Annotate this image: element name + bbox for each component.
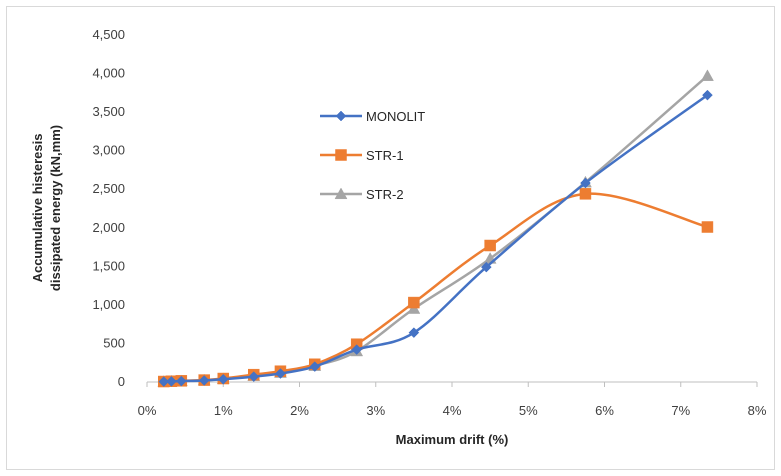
series-line bbox=[163, 192, 708, 383]
x-tick-label: 6% bbox=[595, 403, 614, 418]
y-tick-label: 1,500 bbox=[92, 258, 125, 273]
legend-item: MONOLIT bbox=[320, 109, 425, 124]
x-axis-title: Maximum drift (%) bbox=[396, 432, 509, 447]
legend-marker bbox=[335, 149, 347, 161]
legend-item: STR-2 bbox=[320, 187, 404, 202]
data-point bbox=[484, 239, 496, 252]
chart-frame bbox=[6, 6, 775, 470]
data-point bbox=[217, 373, 229, 385]
legend-marker bbox=[334, 187, 348, 200]
x-tick-label: 4% bbox=[443, 403, 462, 418]
data-point bbox=[408, 296, 420, 309]
x-tick-label: 7% bbox=[671, 403, 690, 418]
series-layer bbox=[157, 69, 714, 388]
data-point bbox=[701, 69, 714, 81]
series-monolit bbox=[158, 89, 713, 387]
y-tick-label: 2,000 bbox=[92, 220, 125, 235]
x-tick-label: 2% bbox=[290, 403, 309, 418]
data-point bbox=[579, 188, 592, 200]
legend-label: MONOLIT bbox=[366, 109, 425, 124]
data-point bbox=[166, 376, 177, 387]
data-point bbox=[701, 221, 714, 233]
data-point bbox=[248, 371, 260, 382]
legend: MONOLIT STR-1 STR-2 bbox=[320, 109, 425, 202]
series-line bbox=[163, 94, 709, 383]
data-point bbox=[408, 327, 420, 339]
data-point bbox=[309, 361, 321, 372]
legend-item: STR-1 bbox=[320, 148, 404, 163]
y-tick-label: 0 bbox=[118, 374, 125, 389]
y-tick-label: 2,500 bbox=[92, 181, 125, 196]
y-tick-label: 1,000 bbox=[92, 297, 125, 312]
x-tick-label: 5% bbox=[519, 403, 538, 418]
series-line bbox=[163, 74, 709, 383]
x-tick-label: 0% bbox=[138, 403, 157, 418]
y-tick-label: 3,500 bbox=[92, 104, 125, 119]
data-point bbox=[158, 376, 170, 387]
y-tick-label: 4,500 bbox=[92, 27, 125, 42]
legend-label: STR-2 bbox=[366, 187, 404, 202]
y-tick-label: 500 bbox=[103, 335, 125, 350]
legend-marker bbox=[335, 110, 347, 122]
series-str-2 bbox=[157, 69, 714, 387]
legend-label: STR-1 bbox=[366, 148, 404, 163]
x-tick-label: 1% bbox=[214, 403, 233, 418]
y-tick-label: 4,000 bbox=[92, 66, 125, 81]
series-str-1 bbox=[158, 188, 714, 388]
data-point bbox=[351, 344, 363, 355]
data-point bbox=[198, 375, 210, 386]
data-point bbox=[480, 261, 492, 273]
y-axis-ticks: 0 500 1,000 1,500 2,000 2,500 3,000 3,500 4,000 4… bbox=[92, 27, 125, 389]
x-tick-label: 8% bbox=[748, 403, 767, 418]
y-axis-title-line-1: Accumulative histeresis bbox=[30, 134, 45, 283]
data-point bbox=[275, 368, 286, 379]
data-point bbox=[702, 89, 713, 101]
y-axis-title-line-2: dissipated energy (kN,mm) bbox=[48, 125, 63, 291]
data-point bbox=[175, 375, 187, 387]
x-tick-label: 3% bbox=[366, 403, 385, 418]
x-axis-ticks: 0% 1% 2% 3% 4% 5% 6% 7% 8% bbox=[138, 382, 767, 418]
data-point bbox=[580, 177, 591, 189]
y-tick-label: 3,000 bbox=[92, 143, 125, 158]
